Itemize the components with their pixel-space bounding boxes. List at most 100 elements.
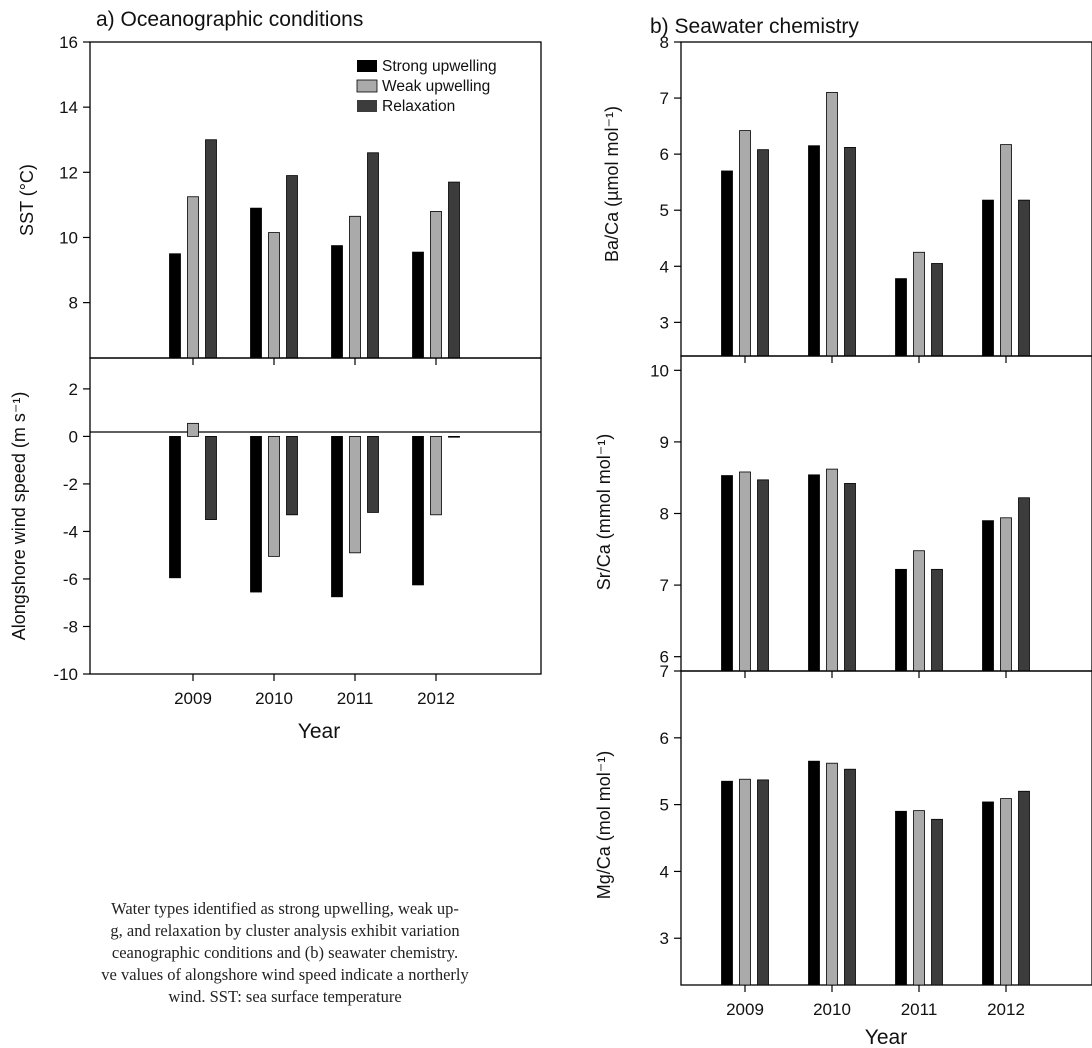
bar-weak-2012	[1001, 145, 1012, 356]
mgca-xlabel: Year	[865, 1026, 907, 1048]
ytick-label: -8	[63, 617, 78, 636]
mgca-plot: Mg/Ca (mol mol⁻¹) Year 3 4 5 6 7 2009 2010 2011…	[594, 662, 1092, 1048]
bar-strong-2012	[983, 802, 994, 985]
legend-label-relax: Relaxation	[382, 98, 455, 115]
xtick-label: 2012	[987, 1000, 1025, 1019]
bar-weak-2010	[827, 92, 838, 356]
ytick-label: 10	[650, 361, 669, 380]
xtick-label: 2010	[255, 689, 293, 708]
wind-xlabel: Year	[298, 720, 340, 743]
baca-ylabel: Ba/Ca (µmol mol⁻¹)	[602, 106, 622, 262]
bar-weak-2011	[914, 811, 925, 985]
bar-strong-2009	[722, 171, 733, 356]
caption-line: ceanographic conditions and (b) seawater…	[0, 942, 570, 964]
xtick-label: 2011	[337, 689, 374, 708]
legend: Strong upwelling Weak upwelling Relaxati…	[357, 58, 497, 115]
ytick-label: 0	[69, 427, 78, 446]
bar-weak-2010	[827, 763, 838, 985]
bar-relax-2009	[758, 780, 769, 985]
bar-relax-2011	[368, 436, 379, 512]
bar-weak-2010	[827, 469, 838, 671]
bar-relax-2009	[758, 150, 769, 356]
bar-relax-2010	[287, 176, 298, 358]
bar-strong-2010	[809, 761, 820, 985]
bar-relax-2011	[932, 819, 943, 985]
bar-weak-2009	[740, 131, 751, 356]
ytick-label: 4	[660, 257, 669, 276]
bar-relax-2009	[206, 140, 217, 358]
caption-line: Water types identified as strong upwelli…	[0, 898, 570, 920]
ytick-label: 7	[660, 576, 669, 595]
ytick-label: 6	[660, 145, 669, 164]
xtick-label: 2009	[174, 689, 212, 708]
legend-swatch-strong	[357, 60, 377, 72]
bar-relax-2012	[1019, 200, 1030, 356]
bar-strong-2009	[722, 781, 733, 985]
bar-weak-2009	[188, 197, 199, 358]
bar-weak-2012	[1001, 518, 1012, 671]
ytick-label: 3	[660, 929, 669, 948]
ytick-label: 4	[660, 862, 669, 881]
sst-ylabel: SST (°C)	[17, 164, 37, 236]
bar-weak-2010	[269, 233, 280, 358]
wind-plot: Alongshore wind speed (m s⁻¹) Year -10 -8…	[9, 358, 541, 743]
ytick-label: 8	[660, 505, 669, 524]
xtick-label: 2010	[813, 1000, 851, 1019]
ytick-label: 16	[59, 33, 78, 52]
legend-label-weak: Weak upwelling	[382, 78, 490, 95]
bar-weak-2012	[431, 436, 442, 514]
legend-label-strong: Strong upwelling	[382, 58, 497, 75]
bar-weak-2009	[188, 423, 199, 436]
mgca-ylabel: Mg/Ca (mol mol⁻¹)	[594, 751, 614, 900]
srca-ylabel: Sr/Ca (mmol mol⁻¹)	[594, 434, 614, 591]
bar-strong-2012	[413, 252, 424, 358]
bar-relax-2012	[449, 182, 460, 358]
bar-relax-2010	[845, 483, 856, 671]
panel-a-title: a) Oceanographic conditions	[96, 8, 363, 31]
bar-strong-2012	[413, 436, 424, 584]
figure-caption: Water types identified as strong upwelli…	[0, 898, 570, 1008]
bar-relax-2009	[206, 436, 217, 519]
bar-strong-2009	[170, 254, 181, 358]
xtick-label: 2012	[417, 689, 455, 708]
bar-weak-2009	[740, 779, 751, 985]
bar-strong-2011	[332, 436, 343, 596]
bar-strong-2011	[896, 569, 907, 671]
bar-weak-2011	[350, 436, 361, 552]
legend-swatch-relax	[357, 100, 377, 112]
bar-relax-2011	[368, 153, 379, 358]
caption-line: ve values of alongshore wind speed indic…	[0, 964, 570, 986]
ytick-label: 10	[59, 228, 78, 247]
xtick-label: 2011	[901, 1000, 938, 1019]
ytick-label: -2	[63, 475, 78, 494]
bar-strong-2011	[896, 279, 907, 356]
bar-strong-2010	[809, 475, 820, 671]
bar-weak-2011	[914, 551, 925, 671]
legend-swatch-weak	[357, 80, 377, 92]
sst-plot: SST (°C) Strong upwelling Weak upwelling…	[17, 33, 541, 365]
bar-strong-2010	[251, 208, 262, 358]
bar-relax-2012	[1019, 498, 1030, 671]
bar-relax-2011	[932, 569, 943, 671]
ytick-label: 14	[59, 98, 78, 117]
bar-weak-2012	[1001, 799, 1012, 985]
ytick-label: 9	[660, 433, 669, 452]
bar-strong-2012	[983, 521, 994, 671]
bar-relax-2010	[287, 436, 298, 514]
ytick-label: -4	[63, 522, 78, 541]
bar-strong-2011	[896, 811, 907, 985]
bar-weak-2010	[269, 436, 280, 556]
caption-line: g, and relaxation by cluster analysis ex…	[0, 920, 570, 942]
bar-strong-2009	[722, 476, 733, 671]
ytick-label: 8	[660, 33, 669, 52]
ytick-label: -6	[63, 570, 78, 589]
ytick-label: 6	[660, 729, 669, 748]
bar-weak-2011	[914, 252, 925, 356]
ytick-label: 5	[660, 796, 669, 815]
bar-strong-2009	[170, 436, 181, 577]
bar-strong-2010	[809, 146, 820, 356]
bar-strong-2012	[983, 200, 994, 356]
bar-relax-2012	[1019, 791, 1030, 985]
